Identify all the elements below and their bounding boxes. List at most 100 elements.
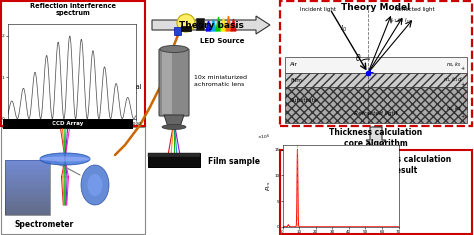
Bar [5, 191, 50, 192]
Bar [5, 183, 50, 184]
Text: Film sample: Film sample [208, 157, 260, 165]
FancyBboxPatch shape [159, 49, 189, 116]
Polygon shape [226, 16, 231, 31]
Bar [5, 195, 50, 196]
Polygon shape [206, 21, 211, 31]
Bar [5, 176, 50, 177]
Bar [181, 26, 191, 31]
Bar [196, 18, 204, 30]
Bar [5, 171, 50, 172]
Bar [5, 204, 50, 205]
Text: Theory Model: Theory Model [341, 3, 410, 12]
Bar [285, 57, 467, 73]
Text: CCD Array: CCD Array [52, 121, 84, 126]
Bar [5, 207, 50, 208]
Text: Substrate: Substrate [290, 98, 319, 102]
Bar [5, 188, 50, 189]
Text: spectrum: spectrum [55, 10, 91, 16]
Ellipse shape [88, 174, 102, 196]
FancyBboxPatch shape [162, 51, 172, 114]
Polygon shape [221, 18, 226, 31]
Bar [5, 187, 50, 188]
Bar [5, 184, 50, 185]
Ellipse shape [81, 165, 109, 205]
Bar [148, 153, 200, 167]
Bar [285, 73, 467, 87]
Text: $\theta$: $\theta$ [355, 52, 361, 63]
Text: $\times10^6$: $\times10^6$ [257, 133, 270, 142]
Text: Reflection interference: Reflection interference [30, 3, 116, 9]
Ellipse shape [160, 46, 188, 52]
Ellipse shape [40, 157, 90, 161]
Bar [5, 179, 50, 180]
Bar [5, 214, 50, 215]
Text: Reflected light: Reflected light [395, 7, 435, 12]
Bar [5, 193, 50, 194]
Bar [5, 169, 50, 170]
Polygon shape [216, 17, 221, 31]
Polygon shape [164, 115, 184, 127]
Bar [5, 210, 50, 211]
Bar [5, 170, 50, 171]
Bar [5, 165, 50, 166]
FancyArrow shape [366, 127, 386, 150]
Text: 10x miniaturized
achromatic lens: 10x miniaturized achromatic lens [194, 75, 247, 87]
Text: $n_1,k_1 d$: $n_1,k_1 d$ [443, 76, 462, 84]
Bar [5, 182, 50, 183]
Bar [5, 175, 50, 176]
Bar [5, 177, 50, 178]
Bar [5, 213, 50, 214]
Text: $n_s,ks$: $n_s,ks$ [446, 105, 462, 114]
Polygon shape [211, 19, 216, 31]
Bar [1, 1, 145, 126]
Text: +: + [461, 114, 465, 120]
Bar [5, 178, 50, 179]
Text: $I_{r1}\ I_{r2}\ I_{r-}$: $I_{r1}\ I_{r2}\ I_{r-}$ [390, 16, 413, 25]
Bar [5, 192, 50, 193]
Bar [285, 87, 467, 123]
Bar [5, 160, 50, 215]
Ellipse shape [40, 153, 90, 165]
Bar [5, 163, 50, 164]
Bar [5, 196, 50, 197]
Text: Thickness calculation
result: Thickness calculation result [358, 155, 452, 175]
Bar [5, 186, 50, 187]
Bar [5, 194, 50, 195]
Bar [148, 153, 200, 157]
Bar [5, 197, 50, 198]
Bar [3, 119, 133, 129]
Bar [5, 202, 50, 203]
Bar [5, 201, 50, 202]
Bar [5, 173, 50, 174]
Text: +: + [461, 67, 465, 71]
Text: Air: Air [290, 63, 298, 67]
Bar [5, 164, 50, 165]
Bar [5, 185, 50, 186]
Bar [174, 27, 181, 35]
Bar [5, 190, 50, 191]
Text: Theory basis: Theory basis [179, 20, 244, 30]
Bar [5, 172, 50, 173]
Bar [5, 189, 50, 190]
Text: +: + [461, 82, 465, 87]
Bar [280, 1, 472, 126]
Text: Refracted light: Refracted light [354, 110, 398, 115]
Text: $n_0,k_0$: $n_0,k_0$ [447, 61, 462, 69]
Circle shape [177, 14, 195, 32]
Bar [5, 166, 50, 167]
Y-axis label: Spectral Intensity
/a.u.: Spectral Intensity /a.u. [0, 52, 1, 90]
Bar [5, 212, 50, 213]
Bar [5, 208, 50, 209]
Bar [5, 167, 50, 168]
Bar [5, 206, 50, 207]
Bar [280, 150, 472, 234]
Bar [1, 127, 145, 234]
Bar [5, 162, 50, 163]
Bar [5, 160, 50, 161]
Bar [5, 199, 50, 200]
Text: $I_0$: $I_0$ [340, 24, 347, 34]
Text: Thickness calculation
core algorithm: Thickness calculation core algorithm [329, 128, 423, 148]
Bar [5, 168, 50, 169]
Ellipse shape [162, 125, 186, 129]
Bar [5, 174, 50, 175]
